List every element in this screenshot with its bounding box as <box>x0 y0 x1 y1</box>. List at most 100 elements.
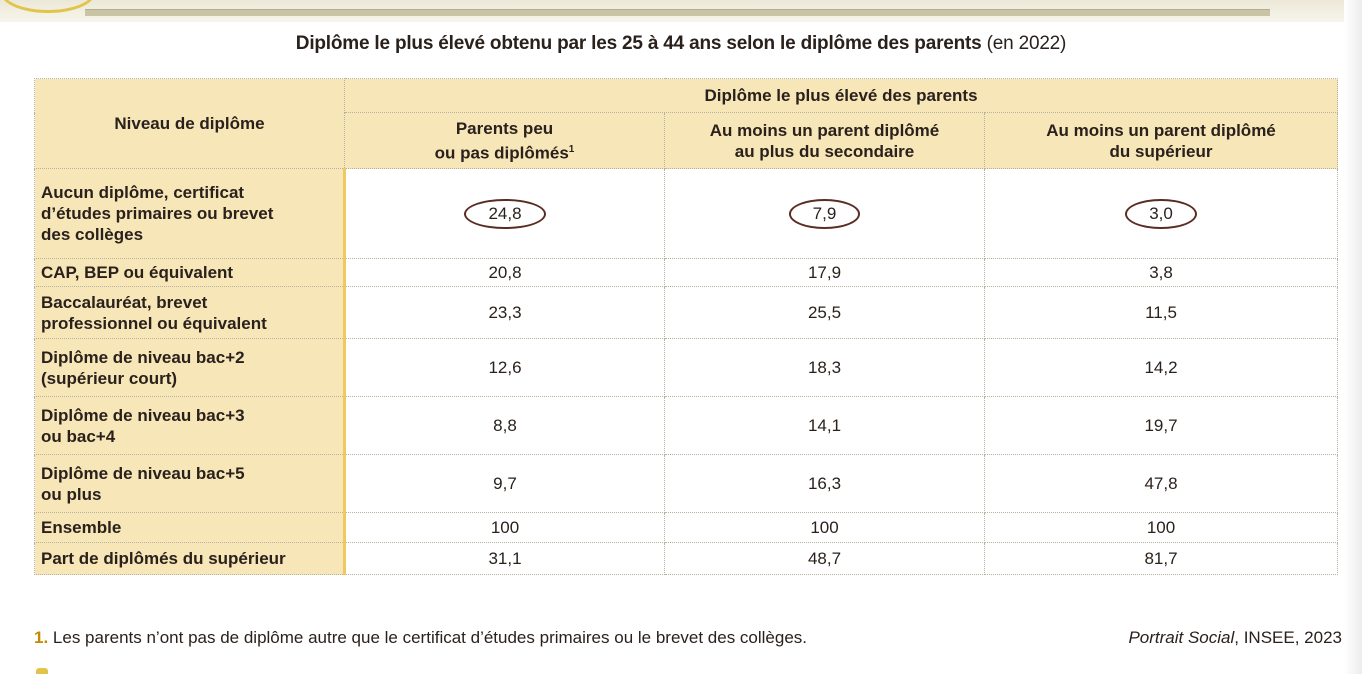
table-row: Aucun diplôme, certificat d’études primai… <box>34 168 1339 259</box>
row-label-line: professionnel ou équivalent <box>41 313 267 333</box>
cell-value: 81,7 <box>1144 549 1178 568</box>
cell-value: 16,3 <box>807 474 842 493</box>
column-header-line2: au plus du secondaire <box>734 141 915 161</box>
cell-value: 18,3 <box>807 358 842 377</box>
circled-value: 7,9 <box>788 198 861 229</box>
column-header-3: Au moins un parent diplômé du supérieur <box>983 112 1339 169</box>
table-row: Diplôme de niveau bac+5 ou plus 9,7 16,3 47,… <box>34 454 1339 513</box>
circled-value: 24,8 <box>464 198 546 229</box>
value-cell: 14,2 <box>983 338 1339 397</box>
row-label: Diplôme de niveau bac+5 ou plus <box>34 454 346 513</box>
table-row: Baccalauréat, brevet professionnel ou équ… <box>34 286 1339 339</box>
cell-value: 47,8 <box>1144 474 1178 493</box>
row-label-line: Aucun diplôme, certificat <box>41 183 245 202</box>
value-cell: 18,3 <box>664 338 985 397</box>
table-row: Diplôme de niveau bac+2 (supérieur court)… <box>34 338 1339 397</box>
group-header-cell: Diplôme le plus élevé des parents <box>343 78 1339 113</box>
row-label-line: ou plus <box>41 484 102 504</box>
value-cell: 9,7 <box>344 454 665 513</box>
cell-value: 17,9 <box>807 263 842 282</box>
value-cell: 16,3 <box>664 454 985 513</box>
cell-value: 25,5 <box>807 303 842 322</box>
value-cell: 100 <box>983 512 1339 543</box>
value-cell: 3,8 <box>983 258 1339 287</box>
cell-value: 11,5 <box>1145 303 1177 322</box>
cell-value: 48,7 <box>807 549 842 568</box>
value-cell: 17,9 <box>664 258 985 287</box>
footnote-number: 1. <box>34 628 49 647</box>
value-cell: 25,5 <box>664 286 985 339</box>
row-label-line: (supérieur court) <box>41 368 178 388</box>
column-header-line1: Au moins un parent diplômé <box>1046 120 1276 140</box>
column-header-1: Parents peu ou pas diplômés1 <box>344 112 665 169</box>
value-cell: 24,8 <box>344 168 665 259</box>
source-italic: Portrait Social <box>1128 628 1235 647</box>
column-header-2: Au moins un parent diplômé au plus du sec… <box>664 112 985 169</box>
value-cell: 8,8 <box>344 396 665 455</box>
cell-value: 9,7 <box>493 474 517 493</box>
cell-value: 12,6 <box>488 358 522 377</box>
value-cell: 81,7 <box>983 542 1339 575</box>
table-row: Diplôme de niveau bac+3 ou bac+4 8,8 14,1 19… <box>34 396 1339 455</box>
cell-value: 14,2 <box>1144 358 1178 377</box>
row-label-line: des collèges <box>41 225 144 244</box>
value-cell: 20,8 <box>344 258 665 287</box>
diploma-table: Niveau de diplôme Diplôme le plus élevé … <box>34 78 1339 575</box>
source-citation: Portrait Social, INSEE, 2023 <box>1128 628 1342 648</box>
row-label: CAP, BEP ou équivalent <box>34 258 346 287</box>
value-cell: 100 <box>664 512 985 543</box>
value-cell: 11,5 <box>983 286 1339 339</box>
row-label: Aucun diplôme, certificat d’études primai… <box>34 168 346 259</box>
column-header-line2: du supérieur <box>1109 141 1213 161</box>
row-label-line: d’études primaires ou brevet <box>41 204 274 223</box>
value-cell: 31,1 <box>344 542 665 575</box>
row-label: Diplôme de niveau bac+3 ou bac+4 <box>34 396 346 455</box>
table-title-year: (en 2022) <box>986 33 1067 54</box>
footnote: 1. Les parents n’ont pas de diplôme autr… <box>34 628 807 648</box>
value-cell: 48,7 <box>664 542 985 575</box>
group-header-label: Diplôme le plus élevé des parents <box>704 86 978 105</box>
footnote-text: Les parents n’ont pas de diplôme autre q… <box>52 628 808 647</box>
row-label-line: Diplôme de niveau bac+2 <box>41 347 245 367</box>
value-cell: 12,6 <box>344 338 665 397</box>
column-header-line1: Au moins un parent diplômé <box>709 120 940 140</box>
table-row: CAP, BEP ou équivalent 20,8 17,9 3,8 <box>34 258 1339 287</box>
page-edge-shadow <box>1344 0 1362 674</box>
top-rule <box>85 9 1270 16</box>
row-label: Baccalauréat, brevet professionnel ou équ… <box>34 286 346 339</box>
footnote-marker: 1 <box>568 143 575 155</box>
source-rest: , INSEE, 2023 <box>1234 628 1342 647</box>
row-label-line: Diplôme de niveau bac+3 <box>41 405 245 425</box>
value-cell: 47,8 <box>983 454 1339 513</box>
cell-value: 19,7 <box>1144 416 1178 435</box>
value-cell: 14,1 <box>664 396 985 455</box>
cell-value: 100 <box>490 518 520 537</box>
cell-value: 3,8 <box>1149 263 1173 282</box>
row-header-cell: Niveau de diplôme <box>34 78 345 169</box>
cell-value: 14,1 <box>807 416 842 435</box>
row-label: Part de diplômés du supérieur <box>34 542 346 575</box>
table-title: Diplôme le plus élevé obtenu par les 25 … <box>0 33 1362 55</box>
value-cell: 3,0 <box>983 168 1339 259</box>
column-header-line1: Parents peu <box>455 118 554 138</box>
circled-value: 3,0 <box>1125 198 1197 229</box>
bottom-decoration <box>36 668 48 674</box>
row-label-line: Part de diplômés du supérieur <box>41 549 286 568</box>
column-header-line2: ou pas diplômés <box>434 143 569 163</box>
cell-value: 20,8 <box>488 263 522 282</box>
cell-value: 100 <box>1146 518 1176 537</box>
value-cell: 19,7 <box>983 396 1339 455</box>
row-header-label: Niveau de diplôme <box>114 114 265 133</box>
table-row: Ensemble 100 100 100 <box>34 512 1339 543</box>
value-cell: 7,9 <box>664 168 985 259</box>
value-cell: 100 <box>344 512 665 543</box>
row-label: Diplôme de niveau bac+2 (supérieur court) <box>34 338 346 397</box>
table-title-main: Diplôme le plus élevé obtenu par les 25 … <box>295 33 982 54</box>
row-label-line: ou bac+4 <box>41 426 116 446</box>
row-label-line: CAP, BEP ou équivalent <box>41 263 234 282</box>
cell-value: 23,3 <box>488 303 522 322</box>
table-row: Part de diplômés du supérieur 31,1 48,7 81,… <box>34 542 1339 575</box>
row-label-line: Ensemble <box>41 518 122 537</box>
cell-value: 100 <box>810 518 839 537</box>
row-label-line: Baccalauréat, brevet <box>41 292 208 312</box>
